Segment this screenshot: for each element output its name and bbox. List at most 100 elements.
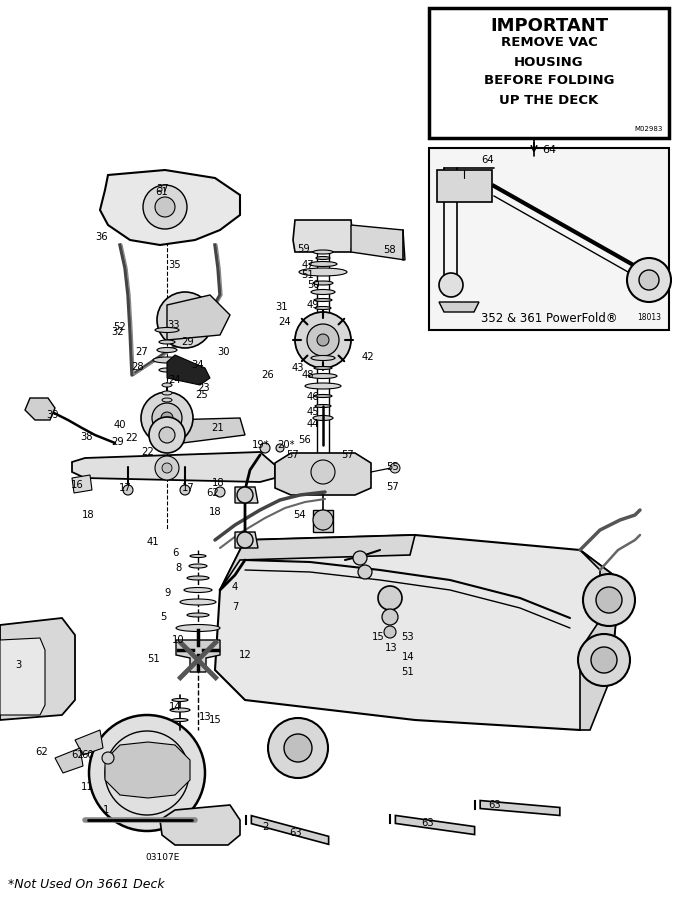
Ellipse shape [314,395,332,397]
Text: 18013: 18013 [637,313,661,322]
Text: 40: 40 [114,420,126,430]
Text: 3: 3 [15,660,21,670]
Ellipse shape [313,415,333,421]
Ellipse shape [305,383,341,389]
Ellipse shape [162,383,172,387]
Polygon shape [293,220,353,252]
Text: 13: 13 [199,712,211,722]
Text: 30: 30 [218,347,231,357]
Text: 21: 21 [211,423,224,433]
Text: 23: 23 [198,383,210,393]
Text: 14: 14 [169,702,182,712]
Text: 38: 38 [81,432,93,442]
Text: 43: 43 [292,363,304,373]
Text: 50: 50 [307,280,320,290]
Text: 63: 63 [290,828,303,838]
Text: 15: 15 [372,632,384,642]
Bar [437,170,492,202]
Text: *Not Used On 3661 Deck: *Not Used On 3661 Deck [8,878,165,891]
Text: 5: 5 [160,612,166,622]
Text: 2: 2 [262,822,268,832]
Ellipse shape [314,298,332,302]
Circle shape [215,487,225,497]
Text: 31: 31 [275,302,288,312]
Circle shape [141,392,193,444]
Ellipse shape [313,250,333,254]
Circle shape [260,443,270,453]
Text: 45: 45 [307,407,320,417]
Text: 35: 35 [169,260,182,270]
Text: 53: 53 [402,632,414,642]
Text: 15: 15 [209,715,222,725]
Bar [429,8,669,138]
Text: 34: 34 [192,360,204,370]
Text: 9: 9 [165,588,171,598]
Polygon shape [215,535,620,730]
Circle shape [102,752,114,764]
Ellipse shape [316,257,330,259]
Text: 03107E: 03107E [146,852,180,861]
Polygon shape [480,800,560,815]
Text: 18: 18 [209,507,221,517]
Text: 32: 32 [112,327,124,337]
Ellipse shape [313,281,333,285]
Text: 24: 24 [279,317,291,327]
Text: 7: 7 [232,602,238,612]
Text: 44: 44 [307,419,319,429]
Text: 62: 62 [207,488,220,498]
Polygon shape [0,638,45,715]
Circle shape [155,197,175,217]
Text: 6: 6 [172,548,178,558]
Circle shape [591,647,617,673]
Text: M02983: M02983 [634,126,663,132]
Polygon shape [580,652,600,668]
Circle shape [578,634,630,686]
Circle shape [390,463,400,473]
Circle shape [237,532,253,548]
Circle shape [313,510,333,530]
Text: 58: 58 [384,245,396,255]
Ellipse shape [172,718,188,722]
Text: 57: 57 [341,450,354,460]
Circle shape [307,324,339,356]
Text: 64: 64 [542,145,556,155]
Text: 10: 10 [171,635,184,645]
Circle shape [378,586,402,610]
Polygon shape [100,170,240,245]
Bar [313,510,333,532]
Text: 51: 51 [302,270,314,280]
Ellipse shape [157,348,177,352]
Text: 62: 62 [35,747,48,757]
Polygon shape [55,748,83,773]
Circle shape [89,715,205,831]
Circle shape [143,185,187,229]
Polygon shape [395,815,475,834]
Text: 63: 63 [422,818,435,828]
Polygon shape [72,452,275,482]
Text: 46: 46 [307,392,320,402]
Ellipse shape [176,624,220,632]
Text: 60: 60 [82,750,95,760]
Text: 49: 49 [307,300,320,310]
Text: 54: 54 [294,510,306,520]
Circle shape [384,626,396,638]
Bar [429,148,669,330]
Circle shape [583,574,635,626]
Polygon shape [160,805,240,845]
Ellipse shape [187,576,209,580]
Text: 352 & 361 PowerFold®: 352 & 361 PowerFold® [481,312,617,324]
Ellipse shape [180,599,216,605]
Circle shape [155,456,179,480]
Text: 28: 28 [132,362,144,372]
Circle shape [159,427,175,443]
Text: 26: 26 [262,370,274,380]
Text: 19*: 19* [252,440,270,450]
Polygon shape [275,453,371,495]
Text: 52: 52 [114,322,126,332]
Text: 12: 12 [239,650,252,660]
Text: 48: 48 [302,370,314,380]
Circle shape [353,551,367,565]
Circle shape [157,292,213,348]
Polygon shape [105,742,190,798]
Circle shape [596,587,622,613]
